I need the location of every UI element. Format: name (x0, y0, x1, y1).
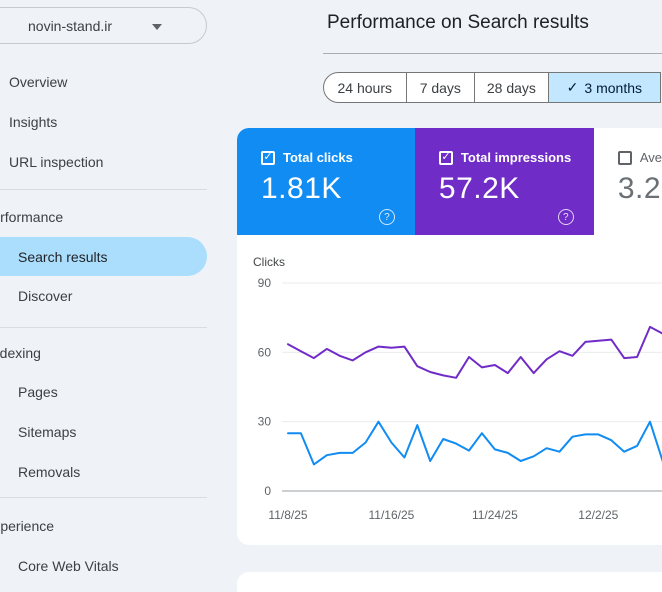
svg-text:0: 0 (264, 484, 271, 498)
tab-28-days[interactable]: 28 days (474, 73, 548, 102)
sidebar-divider (0, 189, 207, 190)
sidebar-item-overview[interactable]: Overview (9, 74, 68, 90)
date-range-tabs: 24 hours 7 days 28 days ✓ 3 months (323, 72, 661, 103)
metric-cards-row: ✓ Total clicks 1.81K ? ✓ Total impressio… (237, 128, 662, 235)
sidebar-item-search-results[interactable]: Search results (0, 237, 207, 276)
metric-label: Total impressions (460, 150, 572, 165)
svg-text:90: 90 (258, 276, 272, 290)
metric-label: Ave (639, 150, 662, 165)
svg-text:60: 60 (258, 345, 272, 359)
svg-text:30: 30 (258, 415, 272, 429)
checkbox-checked-icon[interactable]: ✓ (438, 150, 453, 165)
sidebar-section-experience[interactable]: Experience (0, 518, 55, 534)
sidebar-item-removals[interactable]: Removals (18, 464, 81, 480)
next-section-card (237, 572, 662, 592)
total-impressions-card[interactable]: ✓ Total impressions 57.2K ? (414, 128, 594, 235)
svg-text:11/24/25: 11/24/25 (472, 508, 518, 522)
check-icon: ✓ (566, 79, 579, 95)
sidebar-section-indexing[interactable]: Indexing (0, 345, 41, 361)
svg-text:Clicks: Clicks (253, 255, 285, 269)
sidebar-item-pages[interactable]: Pages (18, 384, 58, 400)
checkbox-unchecked-icon[interactable] (617, 150, 632, 165)
sidebar-section-performance[interactable]: Performance (0, 209, 64, 225)
chevron-down-icon (152, 24, 162, 30)
page-title: Performance on Search results (327, 12, 589, 33)
average-ctr-value: 3.2 (617, 172, 662, 205)
sidebar-divider (0, 327, 207, 328)
property-name: novin-stand.ir (28, 17, 113, 34)
metric-label: Total clicks (283, 150, 353, 165)
property-selector[interactable]: novin-stand.ir (0, 7, 207, 44)
tab-7-days[interactable]: 7 days (405, 73, 475, 102)
total-clicks-value: 1.81K (261, 172, 342, 205)
average-ctr-card[interactable]: Ave 3.2 (593, 128, 662, 235)
tab-24-hours[interactable]: 24 hours (337, 79, 392, 96)
tab-3-months[interactable]: ✓ 3 months (547, 73, 660, 102)
sidebar-item-core-web-vitals[interactable]: Core Web Vitals (18, 558, 119, 574)
checkbox-checked-icon[interactable]: ✓ (261, 150, 275, 165)
sidebar-item-discover[interactable]: Discover (18, 288, 73, 304)
sidebar-item-insights[interactable]: Insights (9, 114, 58, 130)
svg-text:11/8/25: 11/8/25 (268, 508, 307, 522)
total-impressions-value: 57.2K (438, 172, 520, 205)
sidebar-divider (0, 497, 207, 498)
performance-chart[interactable]: 0 30 60 90 Clicks 11/8/25 11/16/25 11/24/25 12/2… (237, 235, 662, 545)
help-icon[interactable]: ? (557, 209, 574, 225)
sidebar-item-sitemaps[interactable]: Sitemaps (18, 424, 77, 440)
svg-text:11/16/25: 11/16/25 (369, 508, 415, 522)
help-icon[interactable]: ? (378, 209, 395, 225)
header-divider (323, 53, 662, 54)
performance-card: ✓ Total clicks 1.81K ? ✓ Total impressio… (237, 128, 662, 545)
total-clicks-card[interactable]: ✓ Total clicks 1.81K ? (237, 128, 415, 235)
sidebar-item-url-inspection[interactable]: URL inspection (9, 154, 104, 170)
line-chart-svg: 0 30 60 90 Clicks 11/8/25 11/16/25 11/24/25 12/2… (253, 255, 662, 522)
sidebar: novin-stand.ir Overview Insights URL ins… (0, 0, 225, 582)
svg-text:12/2/25: 12/2/25 (578, 508, 618, 522)
